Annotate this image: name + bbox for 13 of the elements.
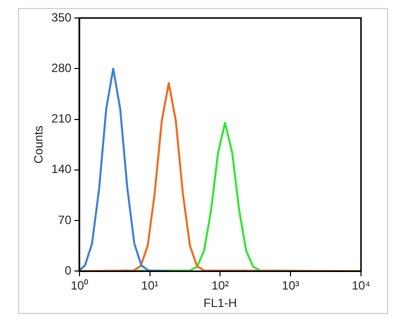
x-tick-label: 10¹	[141, 278, 158, 293]
x-tick-label: 10³	[282, 278, 300, 293]
y-tick-label: 210	[51, 112, 72, 126]
y-tick-label: 350	[51, 10, 72, 24]
x-tick-label: 10⁴	[352, 278, 370, 293]
y-tick-label: 280	[51, 60, 72, 75]
x-axis-title: FL1-H	[204, 296, 237, 310]
y-tick-label: 140	[51, 162, 72, 176]
y-tick-label: 0	[64, 264, 72, 278]
y-axis-title: Counts	[32, 126, 46, 164]
x-tick-label: 10²	[212, 278, 229, 293]
y-tick-label: 70	[58, 212, 72, 227]
x-tick-label: 10⁰	[70, 278, 88, 293]
